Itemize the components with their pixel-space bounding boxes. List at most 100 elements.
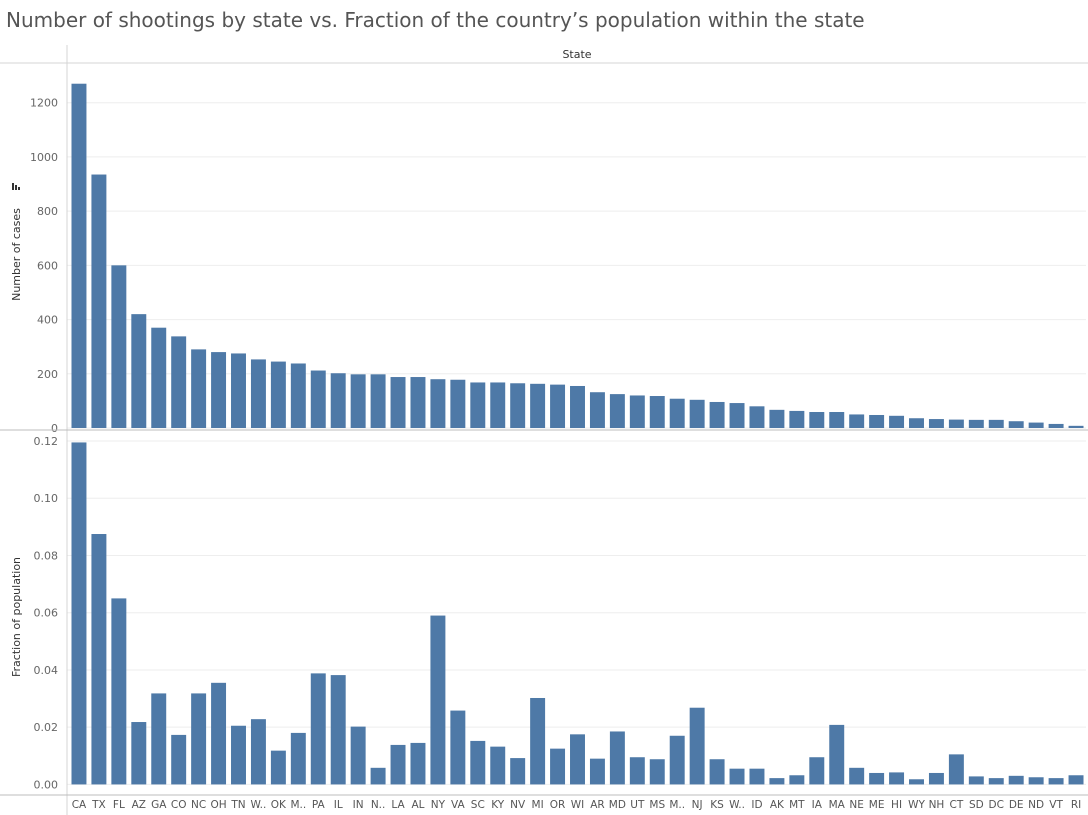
x-tick-label: AK: [770, 799, 785, 811]
top-bar: [1048, 423, 1064, 428]
x-tick-label: LA: [391, 799, 405, 811]
x-tick-label: TX: [91, 799, 106, 811]
bottom-bar: [171, 734, 187, 785]
x-tick-label: NH: [929, 799, 945, 811]
top-bar: [191, 349, 207, 428]
x-tick-label: IL: [334, 799, 343, 811]
x-tick-label: FL: [113, 799, 125, 811]
top-bar: [769, 409, 785, 428]
top-bar: [649, 396, 665, 428]
x-tick-label: PA: [312, 799, 326, 811]
x-tick-label: NY: [431, 799, 446, 811]
bottom-y-tick-label: 0.04: [34, 664, 59, 677]
bottom-bar: [151, 693, 167, 785]
bottom-bar: [310, 673, 326, 785]
bottom-y-tick-label: 0.06: [34, 607, 59, 620]
x-tick-label: MS: [649, 799, 665, 811]
top-bar: [689, 399, 705, 428]
bottom-bar: [829, 724, 845, 785]
top-bar: [510, 383, 526, 428]
top-bar: [749, 406, 765, 428]
top-bar: [1068, 425, 1084, 428]
bottom-bar: [430, 615, 446, 785]
bottom-bar: [370, 767, 386, 785]
top-bar: [1008, 421, 1024, 428]
top-bar: [629, 395, 645, 428]
x-tick-label: MA: [829, 799, 846, 811]
top-bar: [231, 353, 246, 428]
bottom-bar: [191, 693, 207, 785]
bottom-bar: [609, 731, 625, 785]
x-tick-label: W..: [729, 799, 745, 811]
top-bar: [988, 419, 1004, 428]
x-tick-label: SC: [471, 799, 485, 811]
top-bar: [829, 412, 845, 428]
x-tick-label: WY: [908, 799, 925, 811]
top-bar: [889, 415, 905, 428]
x-tick-label: GA: [151, 799, 167, 811]
bottom-y-axis-title: Fraction of population: [10, 557, 23, 677]
x-tick-label: OH: [210, 799, 226, 811]
bottom-bar: [869, 772, 885, 785]
bottom-y-tick-label: 0.08: [34, 549, 59, 562]
top-bar: [669, 398, 685, 428]
bottom-bar: [769, 778, 785, 785]
top-bar: [131, 314, 147, 428]
x-tick-label: DE: [1009, 799, 1024, 811]
top-bar: [111, 265, 127, 428]
bottom-bar: [928, 772, 944, 785]
bottom-bar: [250, 719, 266, 785]
top-bar: [71, 83, 87, 428]
sort-icon-bar: [12, 183, 14, 190]
top-bar: [430, 379, 446, 428]
top-bar: [270, 361, 286, 428]
bottom-bar: [530, 697, 546, 785]
top-bar: [171, 336, 187, 428]
top-bar: [609, 394, 625, 428]
x-tick-label: WI: [571, 799, 584, 811]
top-bar: [310, 370, 326, 428]
top-y-tick-label: 400: [37, 314, 58, 327]
top-bar: [789, 410, 805, 428]
bottom-bar: [270, 750, 286, 785]
x-tick-label: VT: [1049, 799, 1063, 811]
top-y-tick-label: 1200: [30, 97, 58, 110]
bottom-bar: [709, 759, 725, 785]
x-tick-label: N..: [371, 799, 386, 811]
x-tick-label: OR: [550, 799, 566, 811]
x-tick-label: NC: [191, 799, 206, 811]
top-bar: [410, 377, 426, 428]
sort-descending-icon[interactable]: [12, 183, 20, 190]
top-y-tick-label: 1000: [30, 151, 58, 164]
bottom-bar: [450, 710, 466, 785]
x-tick-label: MT: [789, 799, 805, 811]
x-tick-label: AL: [411, 799, 424, 811]
top-bar: [290, 363, 306, 428]
bottom-bar: [749, 768, 765, 785]
x-tick-label: NJ: [692, 799, 703, 811]
x-tick-label: W..: [251, 799, 267, 811]
bottom-bar: [350, 726, 366, 785]
x-tick-label: M..: [669, 799, 685, 811]
bottom-y-tick-label: 0.02: [34, 721, 59, 734]
top-bar: [909, 418, 924, 428]
top-bar: [530, 383, 546, 428]
bottom-bar: [1048, 778, 1064, 785]
bottom-bar: [470, 740, 486, 785]
bottom-bar: [589, 758, 605, 785]
x-tick-label: CA: [72, 799, 87, 811]
x-tick-label: DC: [989, 799, 1004, 811]
top-bar: [928, 419, 944, 428]
x-tick-label: TN: [230, 799, 245, 811]
bottom-bar: [91, 534, 107, 785]
bottom-bar: [231, 725, 246, 785]
chart-title: Number of shootings by state vs. Fractio…: [6, 8, 865, 32]
x-tick-label: OK: [271, 799, 287, 811]
bottom-bar: [71, 442, 87, 785]
bottom-bar: [410, 742, 426, 785]
x-tick-label: AR: [590, 799, 604, 811]
top-y-tick-label: 800: [37, 205, 58, 218]
top-bar: [330, 373, 346, 428]
bottom-bar: [1028, 777, 1044, 785]
